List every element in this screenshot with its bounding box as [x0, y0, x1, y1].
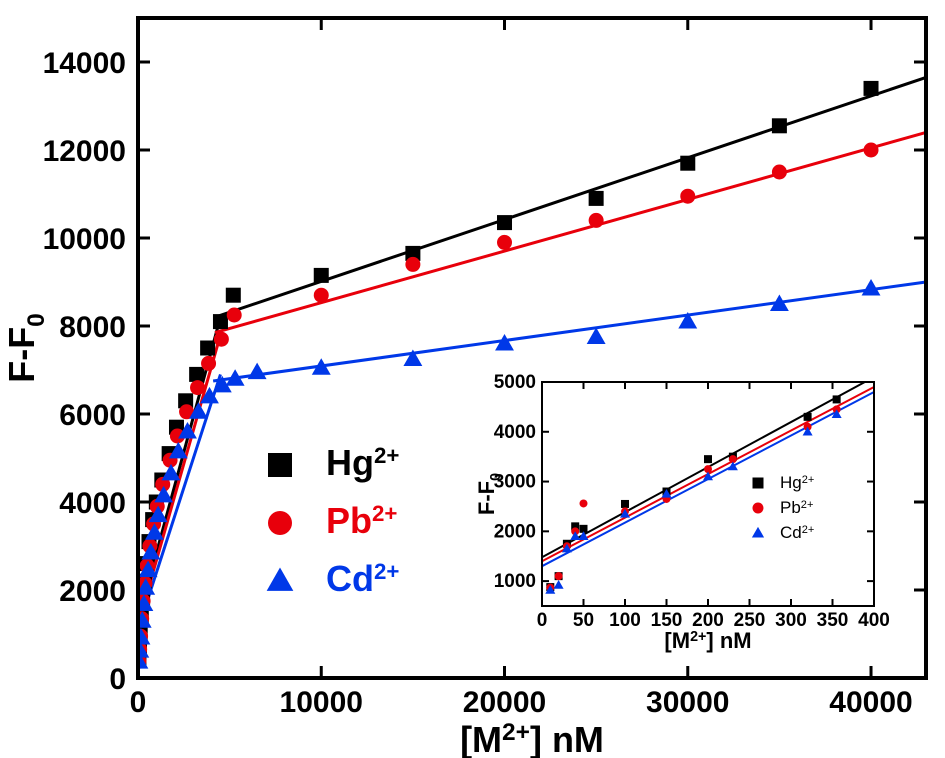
svg-text:30000: 30000	[646, 686, 729, 719]
svg-text:10000: 10000	[280, 686, 363, 719]
svg-text:Pb2+: Pb2+	[326, 500, 397, 541]
svg-text:40000: 40000	[829, 686, 912, 719]
svg-text:20000: 20000	[463, 686, 546, 719]
svg-text:Hg2+: Hg2+	[326, 442, 399, 483]
svg-text:0: 0	[109, 663, 126, 696]
svg-text:100: 100	[609, 610, 641, 631]
svg-text:[M2+] nM: [M2+] nM	[664, 628, 751, 653]
svg-text:1000: 1000	[494, 571, 536, 592]
svg-text:4000: 4000	[59, 487, 126, 520]
svg-text:14000: 14000	[43, 47, 126, 80]
svg-text:0: 0	[537, 610, 548, 631]
svg-text:400: 400	[858, 610, 890, 631]
svg-text:5000: 5000	[494, 372, 536, 393]
chart: 0100002000030000400000200040006000800010…	[0, 0, 945, 758]
svg-text:300: 300	[775, 610, 807, 631]
svg-text:12000: 12000	[43, 135, 126, 168]
svg-text:0: 0	[130, 686, 147, 719]
svg-text:50: 50	[573, 610, 594, 631]
svg-text:[M2+] nM: [M2+] nM	[460, 719, 604, 758]
svg-text:2000: 2000	[59, 575, 126, 608]
svg-text:10000: 10000	[43, 223, 126, 256]
svg-text:350: 350	[817, 610, 849, 631]
svg-text:Cd2+: Cd2+	[326, 558, 399, 599]
svg-text:F-F0: F-F0	[1, 313, 50, 383]
svg-text:2000: 2000	[494, 521, 536, 542]
svg-text:F-F0: F-F0	[474, 473, 504, 515]
svg-text:8000: 8000	[59, 311, 126, 344]
svg-text:6000: 6000	[59, 399, 126, 432]
svg-text:4000: 4000	[494, 422, 536, 443]
